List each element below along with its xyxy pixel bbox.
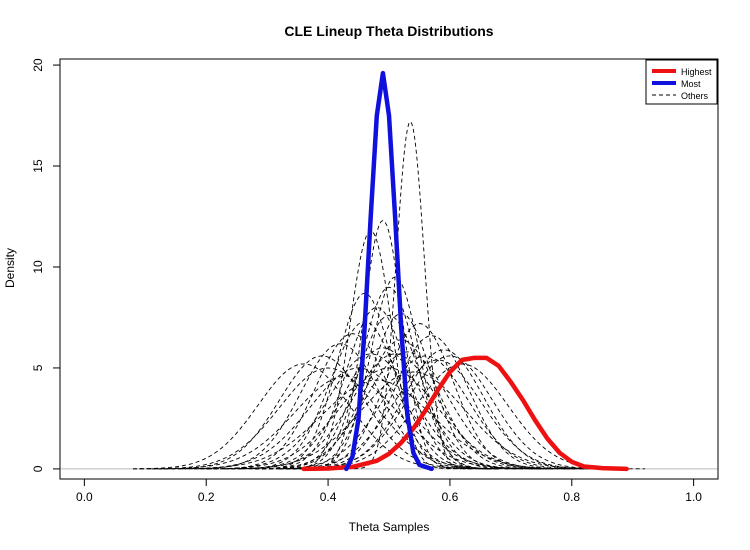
other-density-curve-15 xyxy=(241,351,574,470)
other-density-curve-14 xyxy=(224,353,566,470)
most-density-curve xyxy=(344,70,434,472)
other-density-curve-9 xyxy=(285,323,554,470)
other-density-curve-31 xyxy=(133,367,524,470)
y-axis-label: Density xyxy=(3,248,17,288)
other-density-curve-17 xyxy=(262,359,614,470)
y-tick-label-5: 5 xyxy=(31,364,45,371)
chart-title: CLE Lineup Theta Distributions xyxy=(284,23,493,39)
highest-density-curve xyxy=(301,355,629,472)
y-tick-label-10: 10 xyxy=(31,260,45,274)
other-density-curve-16 xyxy=(254,355,597,470)
x-tick-label-0.0: 0.0 xyxy=(76,490,93,504)
legend-label-highest: Highest xyxy=(681,67,712,77)
other-density-curve-13 xyxy=(224,347,542,470)
other-density-curve-4 xyxy=(279,286,499,470)
legend-label-others: Others xyxy=(681,91,709,101)
y-tick-label-20: 20 xyxy=(31,58,45,72)
x-axis: 0.0 0.2 0.4 0.6 0.8 1.0 xyxy=(76,478,702,504)
x-tick-label-1.0: 1.0 xyxy=(685,490,702,504)
x-tick-label-0.2: 0.2 xyxy=(198,490,215,504)
other-density-curve-19 xyxy=(279,363,645,470)
y-axis: 0 5 10 15 20 xyxy=(31,58,61,472)
y-tick-label-0: 0 xyxy=(31,465,45,472)
other-density-curve-20 xyxy=(151,355,493,470)
x-axis-label: Theta Samples xyxy=(349,520,430,534)
other-density-curve-10 xyxy=(181,343,499,470)
other-density-curve-30 xyxy=(297,276,493,470)
x-tick-label-0.6: 0.6 xyxy=(442,490,459,504)
legend: Highest Most Others xyxy=(645,59,718,105)
highlight-curves-layer xyxy=(301,70,629,472)
other-density-curve-26 xyxy=(139,375,554,470)
y-tick-label-15: 15 xyxy=(31,159,45,173)
other-density-curve-22 xyxy=(163,367,554,470)
other-density-curve-25 xyxy=(157,379,597,470)
x-tick-label-0.4: 0.4 xyxy=(320,490,337,504)
other-density-curve-1 xyxy=(354,120,467,470)
x-tick-label-0.8: 0.8 xyxy=(563,490,580,504)
other-density-curve-12 xyxy=(200,353,542,470)
other-density-curve-27 xyxy=(285,335,578,470)
other-density-curve-11 xyxy=(206,333,499,470)
other-density-curve-24 xyxy=(206,371,621,470)
legend-label-most: Most xyxy=(681,79,701,89)
